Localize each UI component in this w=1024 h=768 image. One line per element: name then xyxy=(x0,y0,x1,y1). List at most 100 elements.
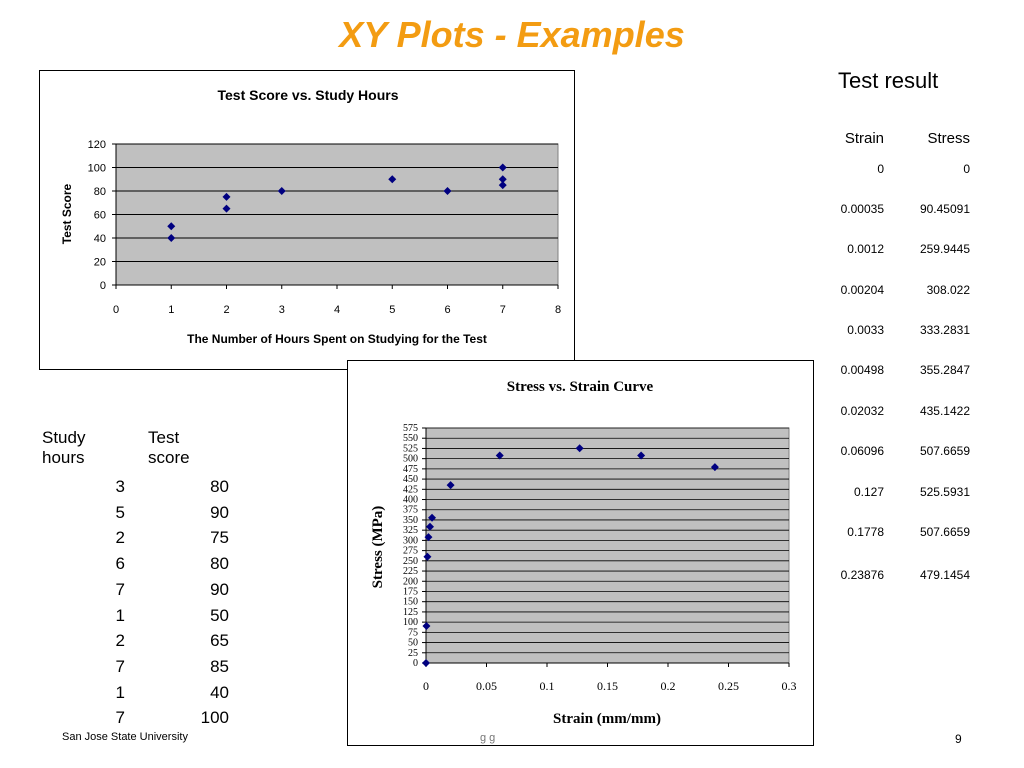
chart-title: Stress vs. Strain Curve xyxy=(507,379,654,395)
data-point xyxy=(167,234,176,242)
data-point xyxy=(425,522,434,531)
y-tick-label: 20 xyxy=(94,257,106,269)
results-cell: 507.6659 xyxy=(919,444,970,458)
data-point xyxy=(495,451,504,460)
results-cell: 333.2831 xyxy=(919,323,970,337)
data-point xyxy=(277,187,286,195)
x-tick-label: 1 xyxy=(168,304,174,316)
data-point xyxy=(222,192,231,201)
study-cell: 2 xyxy=(115,528,125,548)
study-cell: 75 xyxy=(210,528,229,548)
footer-note: g g xyxy=(480,732,496,744)
stress-strain-chart-svg: Stress vs. Strain Curve02550751001251501… xyxy=(370,379,797,727)
study-cell: 80 xyxy=(210,477,229,496)
y-tick-label: 200 xyxy=(403,576,418,587)
results-cell: 259.9445 xyxy=(919,242,970,256)
results-cell: 479.1454 xyxy=(919,568,970,582)
y-tick-label: 500 xyxy=(403,454,418,465)
results-cell: 0.23876 xyxy=(840,568,884,582)
data-point xyxy=(637,451,646,460)
study-cell: 7 xyxy=(115,579,125,599)
results-cell: 435.1422 xyxy=(919,404,970,418)
results-cell: 507.6659 xyxy=(919,525,970,539)
study-cell: 6 xyxy=(115,554,125,574)
study-hours-chart: Test Score vs. Study Hours 0 20 40 60 80 100 12… xyxy=(39,70,575,370)
y-tick-label: 100 xyxy=(403,617,418,628)
data-point xyxy=(422,659,430,667)
study-cell: 1 xyxy=(115,682,125,702)
y-tick-label: 0 xyxy=(100,280,106,292)
x-axis-label: Strain (mm/mm) xyxy=(553,711,661,727)
results-cell: 355.2847 xyxy=(919,363,970,377)
y-tick-label: 275 xyxy=(403,546,418,557)
y-tick-label: 250 xyxy=(403,556,418,567)
results-cell: 0.0012 xyxy=(847,242,884,256)
data-point xyxy=(575,444,584,453)
y-tick-label: 175 xyxy=(403,586,418,597)
footer-university: San Jose State University xyxy=(62,731,188,743)
data-point xyxy=(167,222,176,231)
results-cell: 0.00204 xyxy=(840,283,884,297)
x-tick-label: 7 xyxy=(500,304,506,316)
y-tick-label: 60 xyxy=(94,210,106,222)
data-point xyxy=(443,187,452,195)
x-tick-label: 0.3 xyxy=(782,679,797,693)
slide-title: XY Plots - Examples xyxy=(339,14,685,55)
results-cell: 0.06096 xyxy=(840,444,884,458)
x-tick-label: 6 xyxy=(444,304,450,316)
y-tick-label: 450 xyxy=(403,474,418,485)
data-point xyxy=(710,463,719,472)
page-number: 9 xyxy=(955,732,962,746)
y-axis-label: Test Score xyxy=(60,183,74,244)
results-cell: 0.02032 xyxy=(840,404,884,418)
x-axis-label: The Number of Hours Spent on Studying fo… xyxy=(187,332,487,346)
data-point xyxy=(388,175,397,184)
y-tick-label: 75 xyxy=(408,627,418,638)
x-tick-label: 0 xyxy=(113,304,119,316)
y-tick-label: 150 xyxy=(403,597,418,608)
y-tick-label: 525 xyxy=(403,443,418,454)
x-tick-label: 0.1 xyxy=(540,679,555,693)
results-cell: 0.00498 xyxy=(840,363,884,377)
x-tick-label: 2 xyxy=(223,304,229,316)
study-cell: 100 xyxy=(200,708,229,728)
results-cell: 0 xyxy=(963,162,970,176)
study-cell: 65 xyxy=(210,631,229,651)
results-header: Strain xyxy=(844,130,884,147)
y-tick-label: 100 xyxy=(88,163,106,175)
y-tick-label: 375 xyxy=(403,505,418,516)
results-cell: 0 xyxy=(877,162,884,176)
y-axis-label: Stress (MPa) xyxy=(370,506,386,589)
study-cell: 3 xyxy=(115,477,125,496)
y-tick-label: 475 xyxy=(403,464,418,475)
y-tick-label: 125 xyxy=(403,607,418,618)
y-tick-label: 120 xyxy=(88,139,106,151)
study-header: Study hours xyxy=(42,428,86,467)
y-tick-label: 50 xyxy=(408,638,418,649)
results-title: Test result xyxy=(838,68,939,93)
results-cell: 0.00035 xyxy=(840,202,884,216)
x-tick-label: 3 xyxy=(279,304,285,316)
data-point xyxy=(423,552,432,561)
x-tick-label: 0.2 xyxy=(661,679,676,693)
study-cell: 40 xyxy=(210,682,229,702)
study-hours-chart-svg: Test Score vs. Study Hours02040608010012… xyxy=(60,87,561,346)
study-cell: 7 xyxy=(115,708,125,728)
data-point xyxy=(428,513,437,522)
study-cell: 50 xyxy=(210,605,229,625)
study-cell: 90 xyxy=(210,579,229,599)
stress-strain-chart: Stress vs. Strain Curve 0 25 50 75 100 125 150 1… xyxy=(347,360,814,746)
y-tick-label: 425 xyxy=(403,484,418,495)
y-tick-label: 400 xyxy=(403,495,418,506)
y-tick-label: 25 xyxy=(408,648,418,659)
y-tick-label: 225 xyxy=(403,566,418,577)
data-point xyxy=(498,181,507,190)
results-header: Stress xyxy=(927,130,970,147)
study-cell: 2 xyxy=(115,631,125,651)
y-tick-label: 300 xyxy=(403,535,418,546)
y-tick-label: 80 xyxy=(94,186,106,198)
data-point xyxy=(424,533,433,542)
data-point xyxy=(498,163,507,172)
results-cell: 90.45091 xyxy=(919,202,970,216)
data-point xyxy=(446,481,455,490)
